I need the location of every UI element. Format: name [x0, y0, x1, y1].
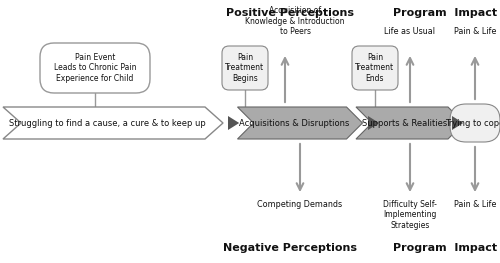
Text: Supports & Realities: Supports & Realities	[362, 119, 448, 128]
Text: Struggling to find a cause, a cure & to keep up: Struggling to find a cause, a cure & to …	[8, 119, 205, 128]
Text: Pain & Life: Pain & Life	[454, 27, 496, 36]
Text: Program  Impact: Program Impact	[393, 8, 497, 18]
Text: Life as Usual: Life as Usual	[384, 27, 436, 36]
Polygon shape	[368, 116, 379, 130]
FancyBboxPatch shape	[352, 46, 398, 90]
Text: Trying to cope: Trying to cope	[446, 119, 500, 128]
Text: Difficulty Self-
Implementing
Strategies: Difficulty Self- Implementing Strategies	[383, 200, 437, 230]
Text: Positive Perceptions: Positive Perceptions	[226, 8, 354, 18]
Text: Pain Event
Leads to Chronic Pain
Experience for Child: Pain Event Leads to Chronic Pain Experie…	[54, 53, 136, 83]
FancyBboxPatch shape	[40, 43, 150, 93]
Text: Negative Perceptions: Negative Perceptions	[223, 243, 357, 253]
Text: Competing Demands: Competing Demands	[258, 200, 342, 209]
Text: Pain
Treatment
Ends: Pain Treatment Ends	[356, 53, 395, 83]
FancyBboxPatch shape	[450, 104, 500, 142]
Polygon shape	[3, 107, 223, 139]
Polygon shape	[452, 116, 463, 130]
Polygon shape	[228, 116, 239, 130]
Polygon shape	[238, 107, 362, 139]
FancyBboxPatch shape	[222, 46, 268, 90]
Text: Pain
Treatment
Begins: Pain Treatment Begins	[226, 53, 264, 83]
Text: Pain & Life: Pain & Life	[454, 200, 496, 209]
Polygon shape	[356, 107, 464, 139]
Text: Program  Impact: Program Impact	[393, 243, 497, 253]
Text: Acquisitions & Disruptions: Acquisitions & Disruptions	[240, 119, 350, 128]
Text: Acquisition of
Knowledge & Introduction
to Peers: Acquisition of Knowledge & Introduction …	[245, 6, 345, 36]
